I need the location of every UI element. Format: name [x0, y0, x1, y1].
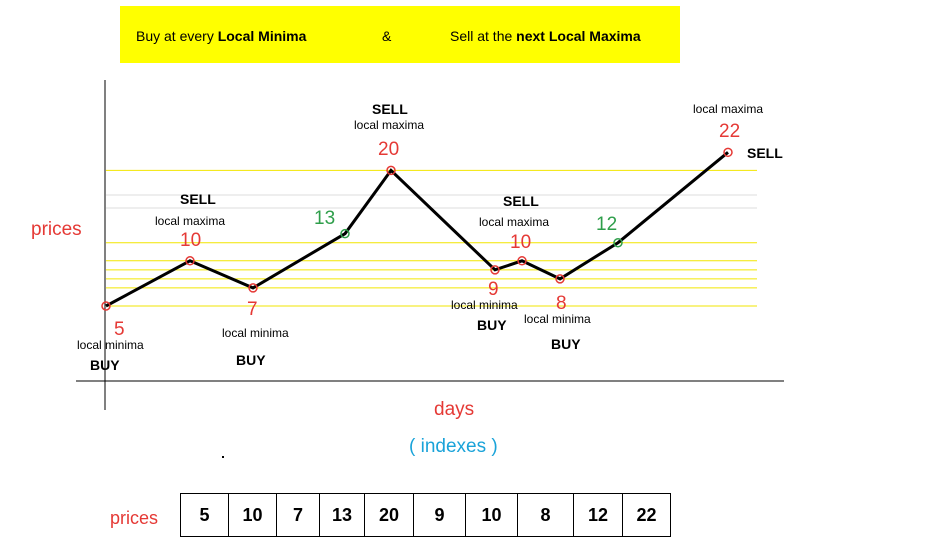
x-axis-sublabel: ( indexes )	[409, 436, 498, 457]
title-banner: Buy at every Local Minima & Sell at the …	[120, 6, 680, 63]
point-markers	[101, 147, 733, 311]
point-value-label: 13	[314, 207, 336, 229]
extremum-label: local minima	[222, 325, 289, 340]
point-value-label: 22	[719, 121, 741, 143]
price-table: 5 10 7 13 20 9 10 8 12 22	[180, 493, 671, 537]
extremum-label: local minima	[77, 338, 144, 352]
extremum-label: local minima	[524, 311, 591, 326]
buy-label: BUY	[477, 316, 507, 333]
price-cell: 8	[517, 493, 574, 537]
point-marker	[613, 237, 623, 248]
sell-label: SELL	[372, 101, 408, 118]
extremum-label: local maxima	[693, 102, 764, 117]
price-line	[105, 151, 729, 308]
point-value-label: 8	[556, 292, 567, 314]
buy-label: BUY	[90, 357, 120, 373]
price-cell: 12	[573, 493, 623, 537]
point-value-label: 7	[247, 298, 258, 320]
stray-mark	[222, 456, 224, 458]
point-value-label: 12	[596, 213, 618, 235]
y-axis-label: prices	[31, 219, 82, 240]
sell-label: SELL	[747, 145, 783, 162]
point-value-label: 5	[114, 319, 125, 340]
point-marker	[340, 228, 350, 239]
point-marker	[248, 283, 258, 293]
buy-label: BUY	[551, 335, 581, 352]
point-marker	[386, 165, 396, 176]
point-value-label: 20	[378, 139, 400, 161]
price-cell: 5	[180, 493, 229, 537]
price-cell: 10	[465, 493, 518, 537]
price-cell: 9	[413, 493, 466, 537]
extremum-label: local maxima	[155, 213, 226, 228]
sell-label: SELL	[503, 192, 539, 209]
extremum-label: local maxima	[479, 214, 550, 229]
banner-buy-text: Buy at every Local Minima	[136, 28, 307, 44]
price-cell: 22	[622, 493, 671, 537]
point-marker	[101, 301, 111, 311]
point-marker	[490, 265, 500, 275]
price-cell: 20	[364, 493, 414, 537]
banner-sell-text: Sell at the next Local Maxima	[450, 28, 641, 44]
x-axis-label: days	[434, 399, 475, 420]
price-cell: 13	[319, 493, 365, 537]
point-value-label: 10	[510, 231, 532, 253]
price-cell: 7	[276, 493, 320, 537]
point-marker	[185, 256, 195, 266]
price-table-row: 5 10 7 13 20 9 10 8 12 22	[180, 493, 671, 537]
extremum-label: local minima	[451, 297, 518, 312]
point-marker	[723, 147, 733, 158]
point-marker	[517, 256, 527, 266]
point-marker	[555, 274, 565, 284]
point-value-label: 10	[180, 229, 202, 251]
banner-ampersand: &	[382, 28, 392, 44]
price-cell: 10	[228, 493, 277, 537]
extremum-label: local maxima	[354, 118, 425, 133]
buy-label: BUY	[236, 351, 266, 368]
point-value-label: 9	[488, 278, 499, 300]
price-table-label: prices	[110, 508, 159, 528]
sell-label: SELL	[180, 190, 216, 207]
